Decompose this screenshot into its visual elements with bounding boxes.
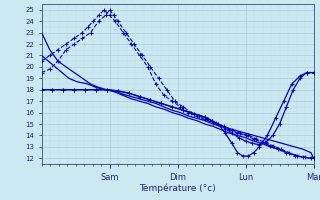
X-axis label: Température (°c): Température (°c) [139,183,216,193]
